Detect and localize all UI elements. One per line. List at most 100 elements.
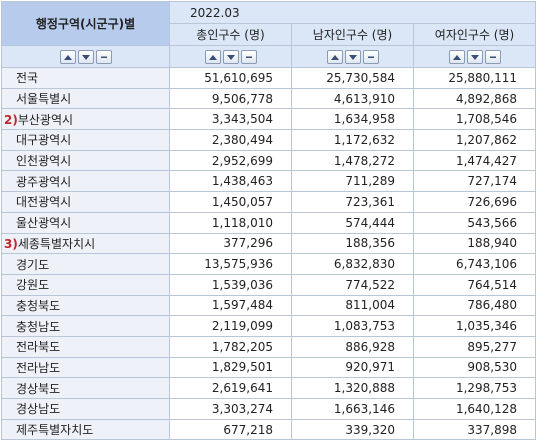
value-cell-male: 1,634,958 bbox=[291, 108, 414, 131]
region-label: 충청남도 bbox=[16, 319, 61, 334]
value-cell-total: 1,539,036 bbox=[169, 273, 292, 296]
sort-down-icon[interactable] bbox=[466, 49, 483, 64]
sort-up-icon[interactable] bbox=[448, 49, 465, 64]
region-label: 전라북도 bbox=[16, 340, 61, 355]
value-cell-total: 377,296 bbox=[169, 232, 292, 255]
sort-up-icon[interactable] bbox=[326, 49, 343, 64]
value-cell-total: 3,343,504 bbox=[169, 108, 292, 131]
sort-down-icon[interactable] bbox=[222, 49, 239, 64]
sort-up-icon[interactable] bbox=[59, 49, 76, 64]
value-cell-female: 25,880,111 bbox=[412, 67, 536, 89]
table-row: 3)세종특별자치시 377,296 188,356 188,940 bbox=[1, 232, 536, 255]
region-cell[interactable]: 경상북도 bbox=[1, 377, 170, 399]
table-row: 울산광역시 1,118,010 574,444 543,566 bbox=[1, 211, 536, 234]
region-label: 대전광역시 bbox=[16, 195, 72, 210]
value-cell-total: 1,118,010 bbox=[169, 211, 292, 234]
remove-icon[interactable] bbox=[240, 49, 257, 64]
value-cell-female: 1,207,862 bbox=[412, 129, 536, 151]
region-label: 인천광역시 bbox=[16, 154, 72, 169]
value-cell-male: 25,730,584 bbox=[291, 67, 414, 89]
sort-down-icon[interactable] bbox=[344, 49, 361, 64]
value-cell-male: 920,971 bbox=[291, 356, 414, 379]
region-label: 부산광역시 bbox=[17, 112, 74, 127]
value-cell-female: 337,898 bbox=[412, 418, 536, 441]
value-cell-male: 1,478,272 bbox=[291, 149, 414, 172]
region-cell[interactable]: 2)부산광역시 bbox=[1, 108, 170, 131]
value-cell-male: 1,320,888 bbox=[291, 377, 414, 399]
table-row: 경기도 13,575,936 6,832,830 6,743,106 bbox=[1, 253, 536, 275]
region-cell[interactable]: 서울특별시 bbox=[1, 87, 170, 110]
region-cell[interactable]: 충청남도 bbox=[1, 315, 170, 337]
column-header-female: 여자인구수 (명) bbox=[412, 23, 536, 46]
value-cell-female: 727,174 bbox=[412, 170, 536, 193]
value-cell-female: 1,474,427 bbox=[412, 149, 536, 172]
region-label: 충청북도 bbox=[16, 298, 61, 313]
region-label: 세종특별자치시 bbox=[17, 236, 96, 251]
value-cell-total: 51,610,695 bbox=[169, 67, 292, 89]
region-cell[interactable]: 전국 bbox=[1, 67, 170, 89]
sort-up-icon[interactable] bbox=[204, 49, 221, 64]
value-cell-female: 908,530 bbox=[412, 356, 536, 379]
footnote-mark: 3) bbox=[4, 236, 18, 251]
table-row: 대구광역시 2,380,494 1,172,632 1,207,862 bbox=[1, 129, 536, 151]
table-row: 제주특별자치도 677,218 339,320 337,898 bbox=[1, 418, 536, 441]
region-cell[interactable]: 울산광역시 bbox=[1, 211, 170, 234]
value-cell-male: 6,832,830 bbox=[291, 253, 414, 275]
row-sort-controls bbox=[1, 45, 170, 68]
table-row: 광주광역시 1,438,463 711,289 727,174 bbox=[1, 170, 536, 193]
region-cell[interactable]: 경기도 bbox=[1, 253, 170, 275]
value-cell-total: 2,380,494 bbox=[169, 129, 292, 151]
region-cell[interactable]: 전라북도 bbox=[1, 335, 170, 358]
corner-header: 행정구역(시군구)별 bbox=[1, 1, 170, 46]
value-cell-male: 774,522 bbox=[291, 273, 414, 296]
value-cell-total: 1,438,463 bbox=[169, 170, 292, 193]
region-label: 전국 bbox=[16, 71, 39, 86]
region-cell[interactable]: 충청북도 bbox=[1, 294, 170, 317]
region-cell[interactable]: 대구광역시 bbox=[1, 129, 170, 151]
sort-down-icon[interactable] bbox=[77, 49, 94, 64]
table-body: 전국 51,610,695 25,730,584 25,880,111 서울특별시 9,5… bbox=[1, 67, 536, 441]
value-cell-female: 6,743,106 bbox=[412, 253, 536, 275]
region-label: 경상북도 bbox=[16, 381, 61, 396]
value-cell-total: 9,506,778 bbox=[169, 87, 292, 110]
remove-icon[interactable] bbox=[362, 49, 379, 64]
region-cell[interactable]: 대전광역시 bbox=[1, 191, 170, 213]
period-header: 2022.03 bbox=[168, 1, 536, 24]
region-label: 울산광역시 bbox=[16, 216, 72, 231]
value-cell-female: 188,940 bbox=[412, 232, 536, 255]
value-cell-female: 1,640,128 bbox=[412, 398, 536, 420]
value-cell-male: 4,613,910 bbox=[291, 87, 414, 110]
value-cell-male: 723,361 bbox=[291, 191, 414, 213]
col-female-sort-controls bbox=[412, 45, 536, 68]
region-cell[interactable]: 3)세종특별자치시 bbox=[1, 232, 170, 255]
col-total-sort-controls bbox=[169, 45, 292, 68]
value-cell-male: 811,004 bbox=[291, 294, 414, 317]
region-cell[interactable]: 제주특별자치도 bbox=[1, 418, 170, 441]
value-cell-female: 786,480 bbox=[412, 294, 536, 317]
region-cell[interactable]: 경상남도 bbox=[1, 398, 170, 420]
value-cell-female: 1,035,346 bbox=[412, 315, 536, 337]
region-cell[interactable]: 광주광역시 bbox=[1, 170, 170, 193]
table-row: 2)부산광역시 3,343,504 1,634,958 1,708,546 bbox=[1, 108, 536, 131]
region-cell[interactable]: 강원도 bbox=[1, 273, 170, 296]
sort-controls-row bbox=[1, 45, 536, 68]
column-header-male: 남자인구수 (명) bbox=[291, 23, 414, 46]
region-cell[interactable]: 전라남도 bbox=[1, 356, 170, 379]
value-cell-total: 1,829,501 bbox=[169, 356, 292, 379]
region-label: 강원도 bbox=[16, 278, 50, 293]
remove-icon[interactable] bbox=[484, 49, 501, 64]
value-cell-female: 764,514 bbox=[412, 273, 536, 296]
value-cell-female: 4,892,868 bbox=[412, 87, 536, 110]
region-label: 경기도 bbox=[16, 257, 50, 272]
region-label: 서울특별시 bbox=[16, 92, 72, 107]
region-label: 전라남도 bbox=[16, 360, 61, 375]
table-row: 충청북도 1,597,484 811,004 786,480 bbox=[1, 294, 536, 317]
col-male-sort-controls bbox=[291, 45, 414, 68]
remove-icon[interactable] bbox=[95, 49, 112, 64]
table-row: 충청남도 2,119,099 1,083,753 1,035,346 bbox=[1, 315, 536, 337]
value-cell-total: 2,952,699 bbox=[169, 149, 292, 172]
value-cell-male: 339,320 bbox=[291, 418, 414, 441]
region-cell[interactable]: 인천광역시 bbox=[1, 149, 170, 172]
table-row: 서울특별시 9,506,778 4,613,910 4,892,868 bbox=[1, 87, 536, 110]
